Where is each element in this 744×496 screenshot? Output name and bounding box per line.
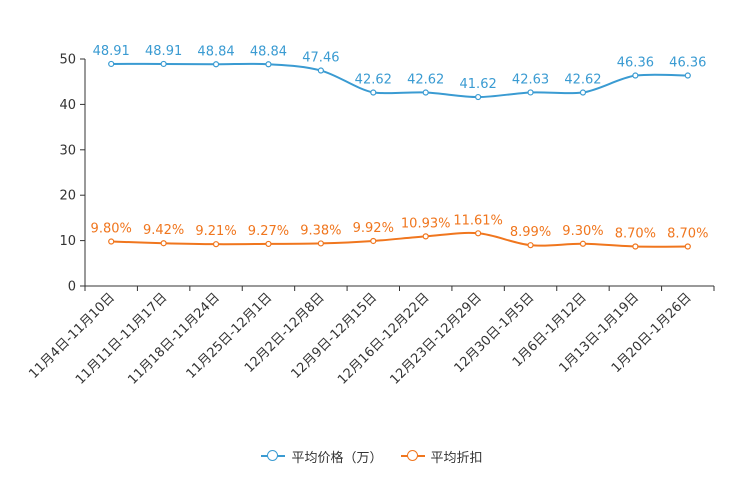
- data-label-0: 42.62: [355, 73, 392, 88]
- x-tick-label: 11月18日-11月24日: [125, 290, 222, 387]
- y-tick-label: 20: [59, 189, 76, 204]
- data-label-0: 46.36: [669, 56, 706, 71]
- data-point-1[interactable]: [422, 233, 429, 240]
- x-tick-label: 12月16日-12月22日: [335, 290, 432, 387]
- legend-discount-line-icon: [400, 450, 425, 462]
- line-chart: 0 10 20 30 40 50 11月4日-11月10日11月11日-11月17日11月1…: [26, 44, 715, 388]
- x-tick-label: 11月4日-11月10日: [26, 290, 118, 382]
- y-tick-label: 0: [68, 280, 76, 295]
- y-tick-label: 30: [59, 143, 76, 158]
- data-label-1: 8.70%: [667, 227, 708, 242]
- data-label-1: 9.92%: [353, 221, 394, 236]
- data-point-1[interactable]: [265, 240, 272, 248]
- y-tick-label: 10: [59, 234, 76, 249]
- series-layer: [108, 60, 691, 250]
- data-label-0: 48.84: [197, 44, 234, 59]
- y-tick-label: 50: [59, 53, 76, 68]
- data-label-1: 9.27%: [248, 224, 289, 239]
- data-point-1[interactable]: [160, 240, 167, 247]
- data-point-1[interactable]: [527, 242, 534, 249]
- legend-price-label: 平均价格（万）: [291, 450, 383, 466]
- series-line-1: [111, 231, 688, 248]
- data-point-1[interactable]: [579, 240, 587, 247]
- data-label-1: 9.80%: [91, 222, 132, 237]
- data-point-1[interactable]: [684, 243, 691, 250]
- data-label-0: 42.63: [512, 72, 549, 87]
- data-label-0: 48.91: [145, 44, 182, 59]
- data-point-0[interactable]: [265, 61, 272, 68]
- data-point-1[interactable]: [212, 241, 220, 248]
- legend-item-price[interactable]: 平均价格（万）: [261, 447, 383, 466]
- data-point-1[interactable]: [108, 238, 115, 245]
- data-label-1: 9.21%: [195, 224, 236, 239]
- data-point-0[interactable]: [475, 93, 482, 101]
- data-label-0: 42.62: [407, 73, 444, 88]
- data-label-1: 9.30%: [562, 224, 603, 239]
- data-point-0[interactable]: [317, 67, 324, 74]
- data-point-0[interactable]: [527, 89, 534, 96]
- data-point-1[interactable]: [632, 243, 639, 250]
- data-point-0[interactable]: [579, 89, 587, 96]
- series-line-0: [111, 62, 688, 99]
- y-tick-label: 40: [59, 98, 76, 113]
- data-label-1: 9.42%: [143, 223, 184, 238]
- data-label-0: 42.62: [564, 73, 601, 88]
- data-point-0[interactable]: [160, 60, 167, 68]
- data-label-1: 9.38%: [300, 223, 341, 238]
- data-point-1[interactable]: [370, 237, 377, 245]
- data-label-1: 8.70%: [615, 227, 656, 242]
- data-label-1: 11.61%: [453, 213, 503, 228]
- data-point-0[interactable]: [632, 72, 639, 79]
- data-point-0[interactable]: [370, 89, 377, 96]
- data-label-0: 48.91: [93, 44, 130, 59]
- data-label-1: 10.93%: [401, 216, 451, 231]
- data-label-0: 41.62: [460, 77, 497, 92]
- data-label-1: 8.99%: [510, 225, 551, 240]
- data-point-1[interactable]: [317, 240, 324, 247]
- legend-item-discount[interactable]: 平均折扣: [400, 447, 483, 466]
- x-tick-label: 12月23日-12月29日: [387, 290, 484, 387]
- data-labels-layer: 48.91 48.91 48.84 48.84 47.46 42.62 42.62 41.62…: [91, 44, 709, 242]
- data-point-0[interactable]: [422, 89, 429, 96]
- legend-price-line-icon: [261, 450, 286, 462]
- data-label-0: 48.84: [250, 44, 287, 59]
- data-point-0[interactable]: [684, 72, 691, 79]
- data-label-0: 47.46: [302, 51, 339, 66]
- data-point-0[interactable]: [212, 61, 220, 68]
- x-tick-label: 11月11日-11月17日: [73, 290, 170, 387]
- data-point-0[interactable]: [108, 60, 115, 68]
- data-point-1[interactable]: [475, 230, 482, 237]
- legend-discount-label: 平均折扣: [430, 450, 483, 466]
- data-label-0: 46.36: [617, 56, 654, 71]
- legend: 平均价格（万） 平均折扣: [0, 446, 744, 466]
